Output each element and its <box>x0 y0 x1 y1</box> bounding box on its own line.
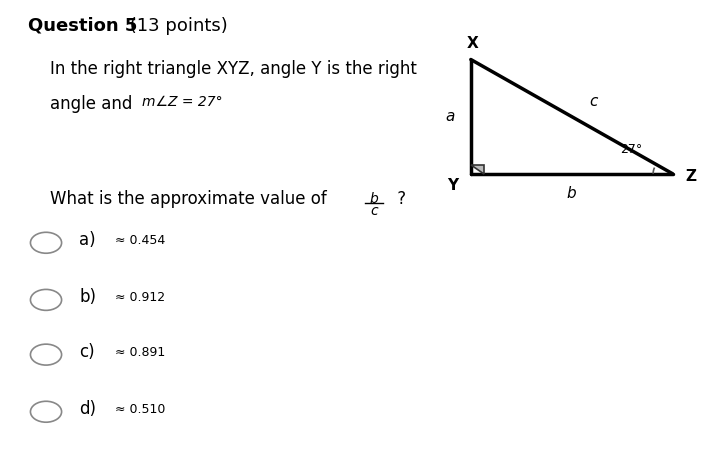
Text: b: b <box>370 192 378 206</box>
Text: Question 5: Question 5 <box>28 17 137 35</box>
Text: ≈ 0.510: ≈ 0.510 <box>115 403 165 416</box>
Text: angle and: angle and <box>50 95 137 113</box>
Text: ≈ 0.891: ≈ 0.891 <box>115 346 165 359</box>
Text: c): c) <box>79 343 95 361</box>
Text: ≈ 0.454: ≈ 0.454 <box>115 234 165 247</box>
Text: ≈ 0.912: ≈ 0.912 <box>115 291 165 304</box>
Text: a): a) <box>79 231 96 249</box>
Polygon shape <box>471 165 484 174</box>
Text: X: X <box>467 36 479 51</box>
Text: Z: Z <box>685 169 697 184</box>
Text: m∠Z = 27°: m∠Z = 27° <box>142 95 222 109</box>
Text: d): d) <box>79 400 96 418</box>
Text: 27°: 27° <box>620 143 643 156</box>
Text: Y: Y <box>447 178 458 194</box>
Text: a: a <box>446 109 455 124</box>
Text: ?: ? <box>392 190 406 208</box>
Text: b): b) <box>79 288 96 307</box>
Text: b: b <box>567 186 576 201</box>
Text: In the right triangle XYZ, angle Y is the right: In the right triangle XYZ, angle Y is th… <box>50 60 416 78</box>
Text: (13 points): (13 points) <box>124 17 228 35</box>
Text: c: c <box>370 204 377 218</box>
Text: What is the approximate value of: What is the approximate value of <box>50 190 331 208</box>
Text: c: c <box>589 94 598 109</box>
